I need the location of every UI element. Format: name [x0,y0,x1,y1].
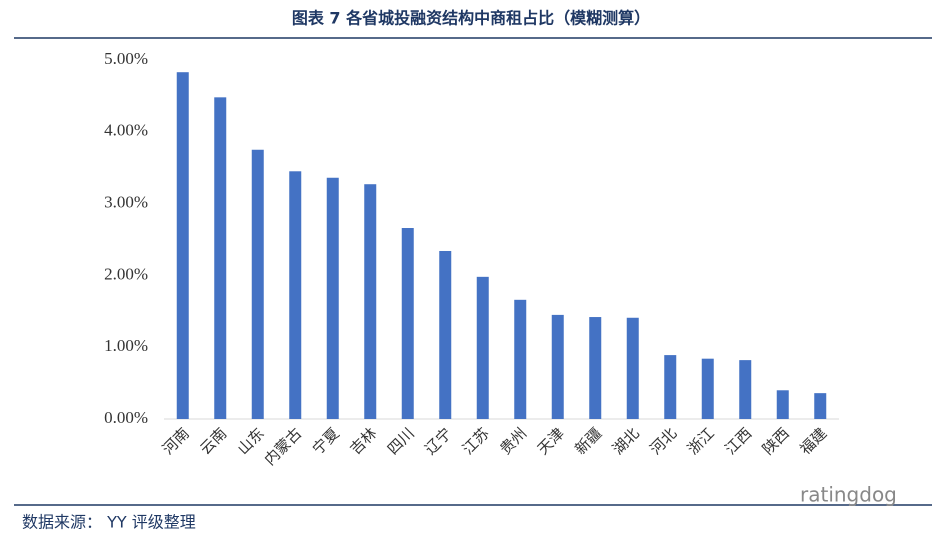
bar [364,184,377,419]
x-tick-label: 河北 [646,424,680,458]
bar [289,171,302,419]
bar [664,355,677,419]
bar [551,314,564,419]
x-tick-label: 贵州 [496,424,530,458]
x-tick-label: 四川 [384,424,418,458]
y-tick-label: 5.00% [104,49,148,68]
bar [701,358,714,419]
bar [776,390,789,419]
bar [401,228,414,419]
bar [326,177,339,419]
x-tick-label: 辽宁 [421,424,455,458]
bar [439,250,452,419]
y-tick-label: 3.00% [104,193,148,212]
bar [589,317,602,419]
x-tick-label: 浙江 [684,424,718,458]
bar [476,276,489,419]
bar [176,72,189,420]
x-tick-label: 天津 [534,424,568,458]
x-tick-label: 河南 [159,424,193,458]
chart-title: 图表 7 各省城投融资结构中商租占比（模糊测算） [292,9,650,28]
x-tick-label: 陕西 [759,424,793,458]
bar [626,317,639,419]
x-tick-label: 湖北 [609,424,643,458]
x-tick-label: 江苏 [459,424,493,458]
y-tick-label: 2.00% [104,264,148,283]
watermark: ratingdog [800,483,897,507]
x-tick-label: 江西 [721,424,755,458]
x-tick-label: 福建 [796,424,830,458]
bar [214,97,227,419]
bar [251,149,264,419]
x-tick-label: 宁夏 [309,424,343,458]
x-tick-label: 吉林 [346,424,380,458]
x-tick-label: 新疆 [571,424,605,458]
bar [814,393,827,419]
bar [739,360,752,419]
source-note: 数据来源： YY 评级整理 [22,513,196,532]
y-tick-label: 0.00% [104,408,148,427]
x-tick-label: 内蒙古 [261,424,306,469]
y-tick-label: 4.00% [104,121,148,140]
bar [514,299,527,419]
y-tick-label: 1.00% [104,336,148,355]
x-tick-label: 云南 [196,424,230,458]
